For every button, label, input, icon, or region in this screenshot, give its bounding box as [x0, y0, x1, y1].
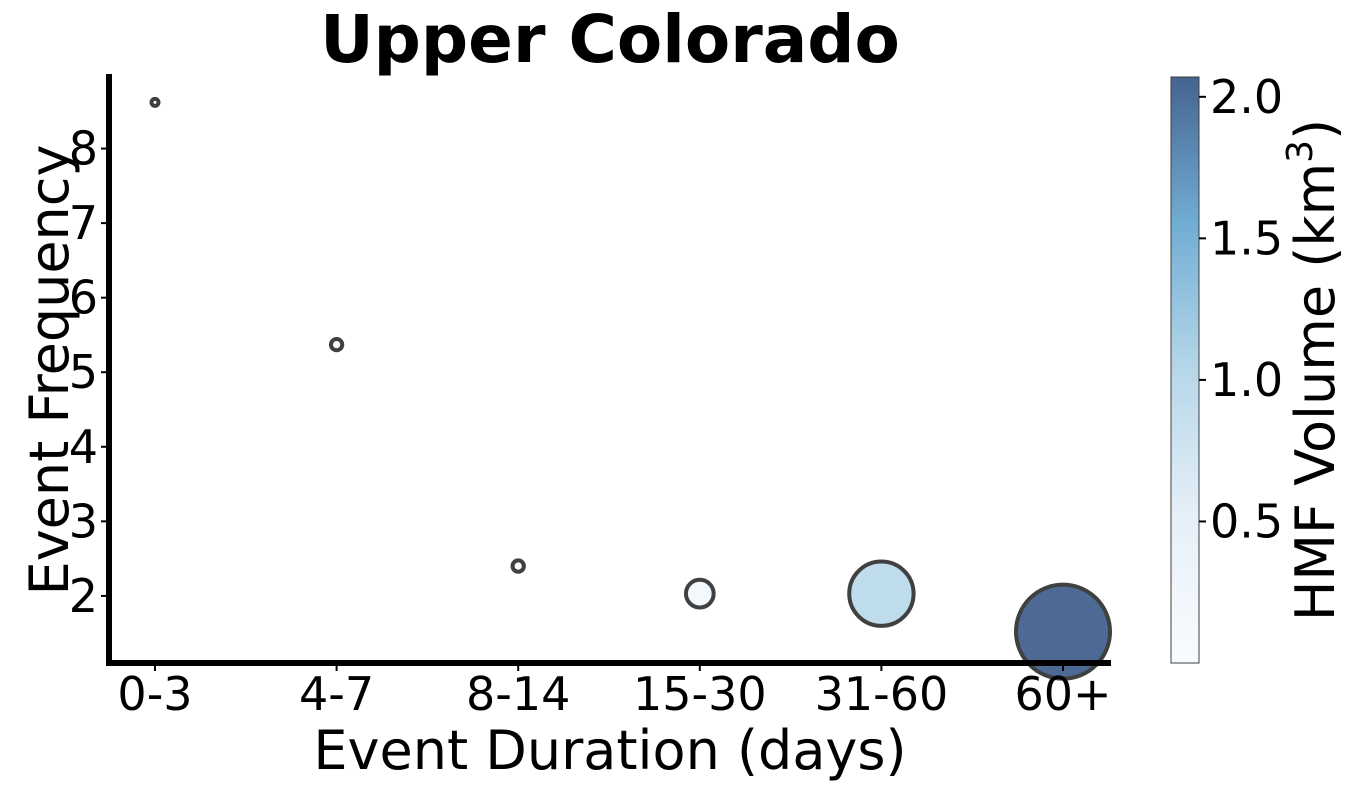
colorbar-tick-label: 0.5 — [1210, 494, 1283, 548]
data-point — [847, 559, 916, 628]
data-point — [683, 577, 716, 610]
data-point — [510, 558, 526, 574]
x-tick-label: 15-30 — [633, 667, 767, 721]
x-tick-label: 0-3 — [117, 667, 192, 721]
y-tick-label: 7 — [69, 196, 98, 250]
colorbar-tick-label: 1.5 — [1210, 211, 1283, 265]
y-axis-ticks: 2 3 4 5 6 7 8 — [69, 122, 109, 623]
y-tick-label: 4 — [69, 420, 98, 474]
colorbar-label: HMF Volume (km3) — [1280, 119, 1347, 621]
data-points — [149, 96, 1112, 681]
y-tick-label: 8 — [69, 122, 98, 176]
x-tick-label: 31-60 — [815, 667, 949, 721]
y-tick-label: 5 — [69, 345, 98, 399]
x-tick-label: 60+ — [1014, 667, 1111, 721]
data-point — [149, 96, 161, 108]
colorbar-tick-label: 1.0 — [1210, 353, 1283, 407]
colorbar-ticks: 0.5 1.0 1.5 2.0 — [1199, 70, 1283, 548]
y-tick-label: 3 — [69, 494, 98, 548]
y-tick-label: 6 — [69, 271, 98, 325]
data-point — [328, 336, 345, 353]
x-axis-ticks: 0-3 4-7 8-14 15-30 31-60 60+ — [117, 663, 1112, 721]
x-axis-label: Event Duration (days) — [313, 719, 906, 782]
chart-title: Upper Colorado — [320, 1, 900, 78]
colorbar-tick-label: 2.0 — [1210, 70, 1283, 124]
y-axis-label: Event Frequency — [18, 145, 81, 596]
x-tick-label: 8-14 — [466, 667, 570, 721]
x-tick-label: 4-7 — [299, 667, 374, 721]
colorbar — [1170, 76, 1200, 664]
y-tick-label: 2 — [69, 569, 98, 623]
data-point — [1014, 582, 1112, 681]
